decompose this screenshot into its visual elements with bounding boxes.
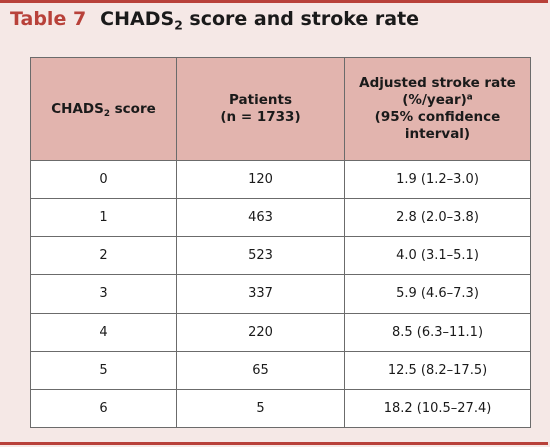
header-row: CHADS2 score Patients (n = 1733) Adjusted… — [30, 57, 531, 161]
table-row: 1 463 2.8 (2.0–3.8) — [30, 198, 531, 238]
rate-cell: 5.9 (4.6–7.3) — [344, 274, 531, 314]
table-title-main: CHADS — [100, 8, 175, 30]
table-row: 0 120 1.9 (1.2–3.0) — [30, 159, 531, 200]
header-patients: Patients (n = 1733) — [176, 57, 345, 161]
header-stroke-rate: Adjusted stroke rate (%/year)a (95% confid… — [344, 57, 531, 161]
score-cell: 5 — [30, 350, 177, 390]
rate-cell: 12.5 (8.2–17.5) — [344, 350, 531, 390]
table-row: 3 337 5.9 (4.6–7.3) — [30, 274, 531, 314]
score-cell: 3 — [30, 274, 177, 314]
rate-cell: 18.2 (10.5–27.4) — [344, 388, 531, 429]
table-row: 5 65 12.5 (8.2–17.5) — [30, 350, 531, 390]
score-cell: 0 — [30, 159, 177, 200]
table-row: 2 523 4.0 (3.1–5.1) — [30, 236, 531, 276]
score-cell: 6 — [30, 388, 177, 429]
rate-cell: 1.9 (1.2–3.0) — [344, 159, 531, 200]
header-chads-score: CHADS2 score — [30, 57, 177, 161]
rate-cell: 2.8 (2.0–3.8) — [344, 198, 531, 238]
patients-cell: 523 — [176, 236, 345, 276]
rate-cell: 4.0 (3.1–5.1) — [344, 236, 531, 276]
table-number: Table 7 — [10, 8, 87, 30]
patients-cell: 5 — [176, 388, 345, 429]
score-cell: 2 — [30, 236, 177, 276]
table-title-rest: score and stroke rate — [182, 8, 420, 30]
score-cell: 4 — [30, 312, 177, 352]
patients-cell: 463 — [176, 198, 345, 238]
patients-cell: 220 — [176, 312, 345, 352]
bottom-rule — [0, 442, 548, 445]
patients-cell: 65 — [176, 350, 345, 390]
table-row: 4 220 8.5 (6.3–11.1) — [30, 312, 531, 352]
table-row: 6 5 18.2 (10.5–27.4) — [30, 388, 531, 429]
stroke-rate-table: CHADS2 score Patients (n = 1733) Adjusted… — [30, 57, 531, 429]
table-caption: Table 7 CHADS2 score and stroke rate — [10, 8, 419, 36]
rate-cell: 8.5 (6.3–11.1) — [344, 312, 531, 352]
table-title: CHADS2 score and stroke rate — [100, 8, 420, 33]
patients-cell: 120 — [176, 159, 345, 200]
patients-cell: 337 — [176, 274, 345, 314]
table-title-subscript: 2 — [174, 18, 183, 33]
top-rule — [0, 0, 548, 3]
score-cell: 1 — [30, 198, 177, 238]
